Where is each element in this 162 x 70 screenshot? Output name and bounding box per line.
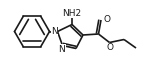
Text: O: O — [104, 14, 111, 24]
Text: N: N — [51, 27, 58, 36]
Text: N: N — [58, 45, 65, 53]
Text: O: O — [106, 43, 114, 52]
Text: NH2: NH2 — [62, 8, 81, 18]
